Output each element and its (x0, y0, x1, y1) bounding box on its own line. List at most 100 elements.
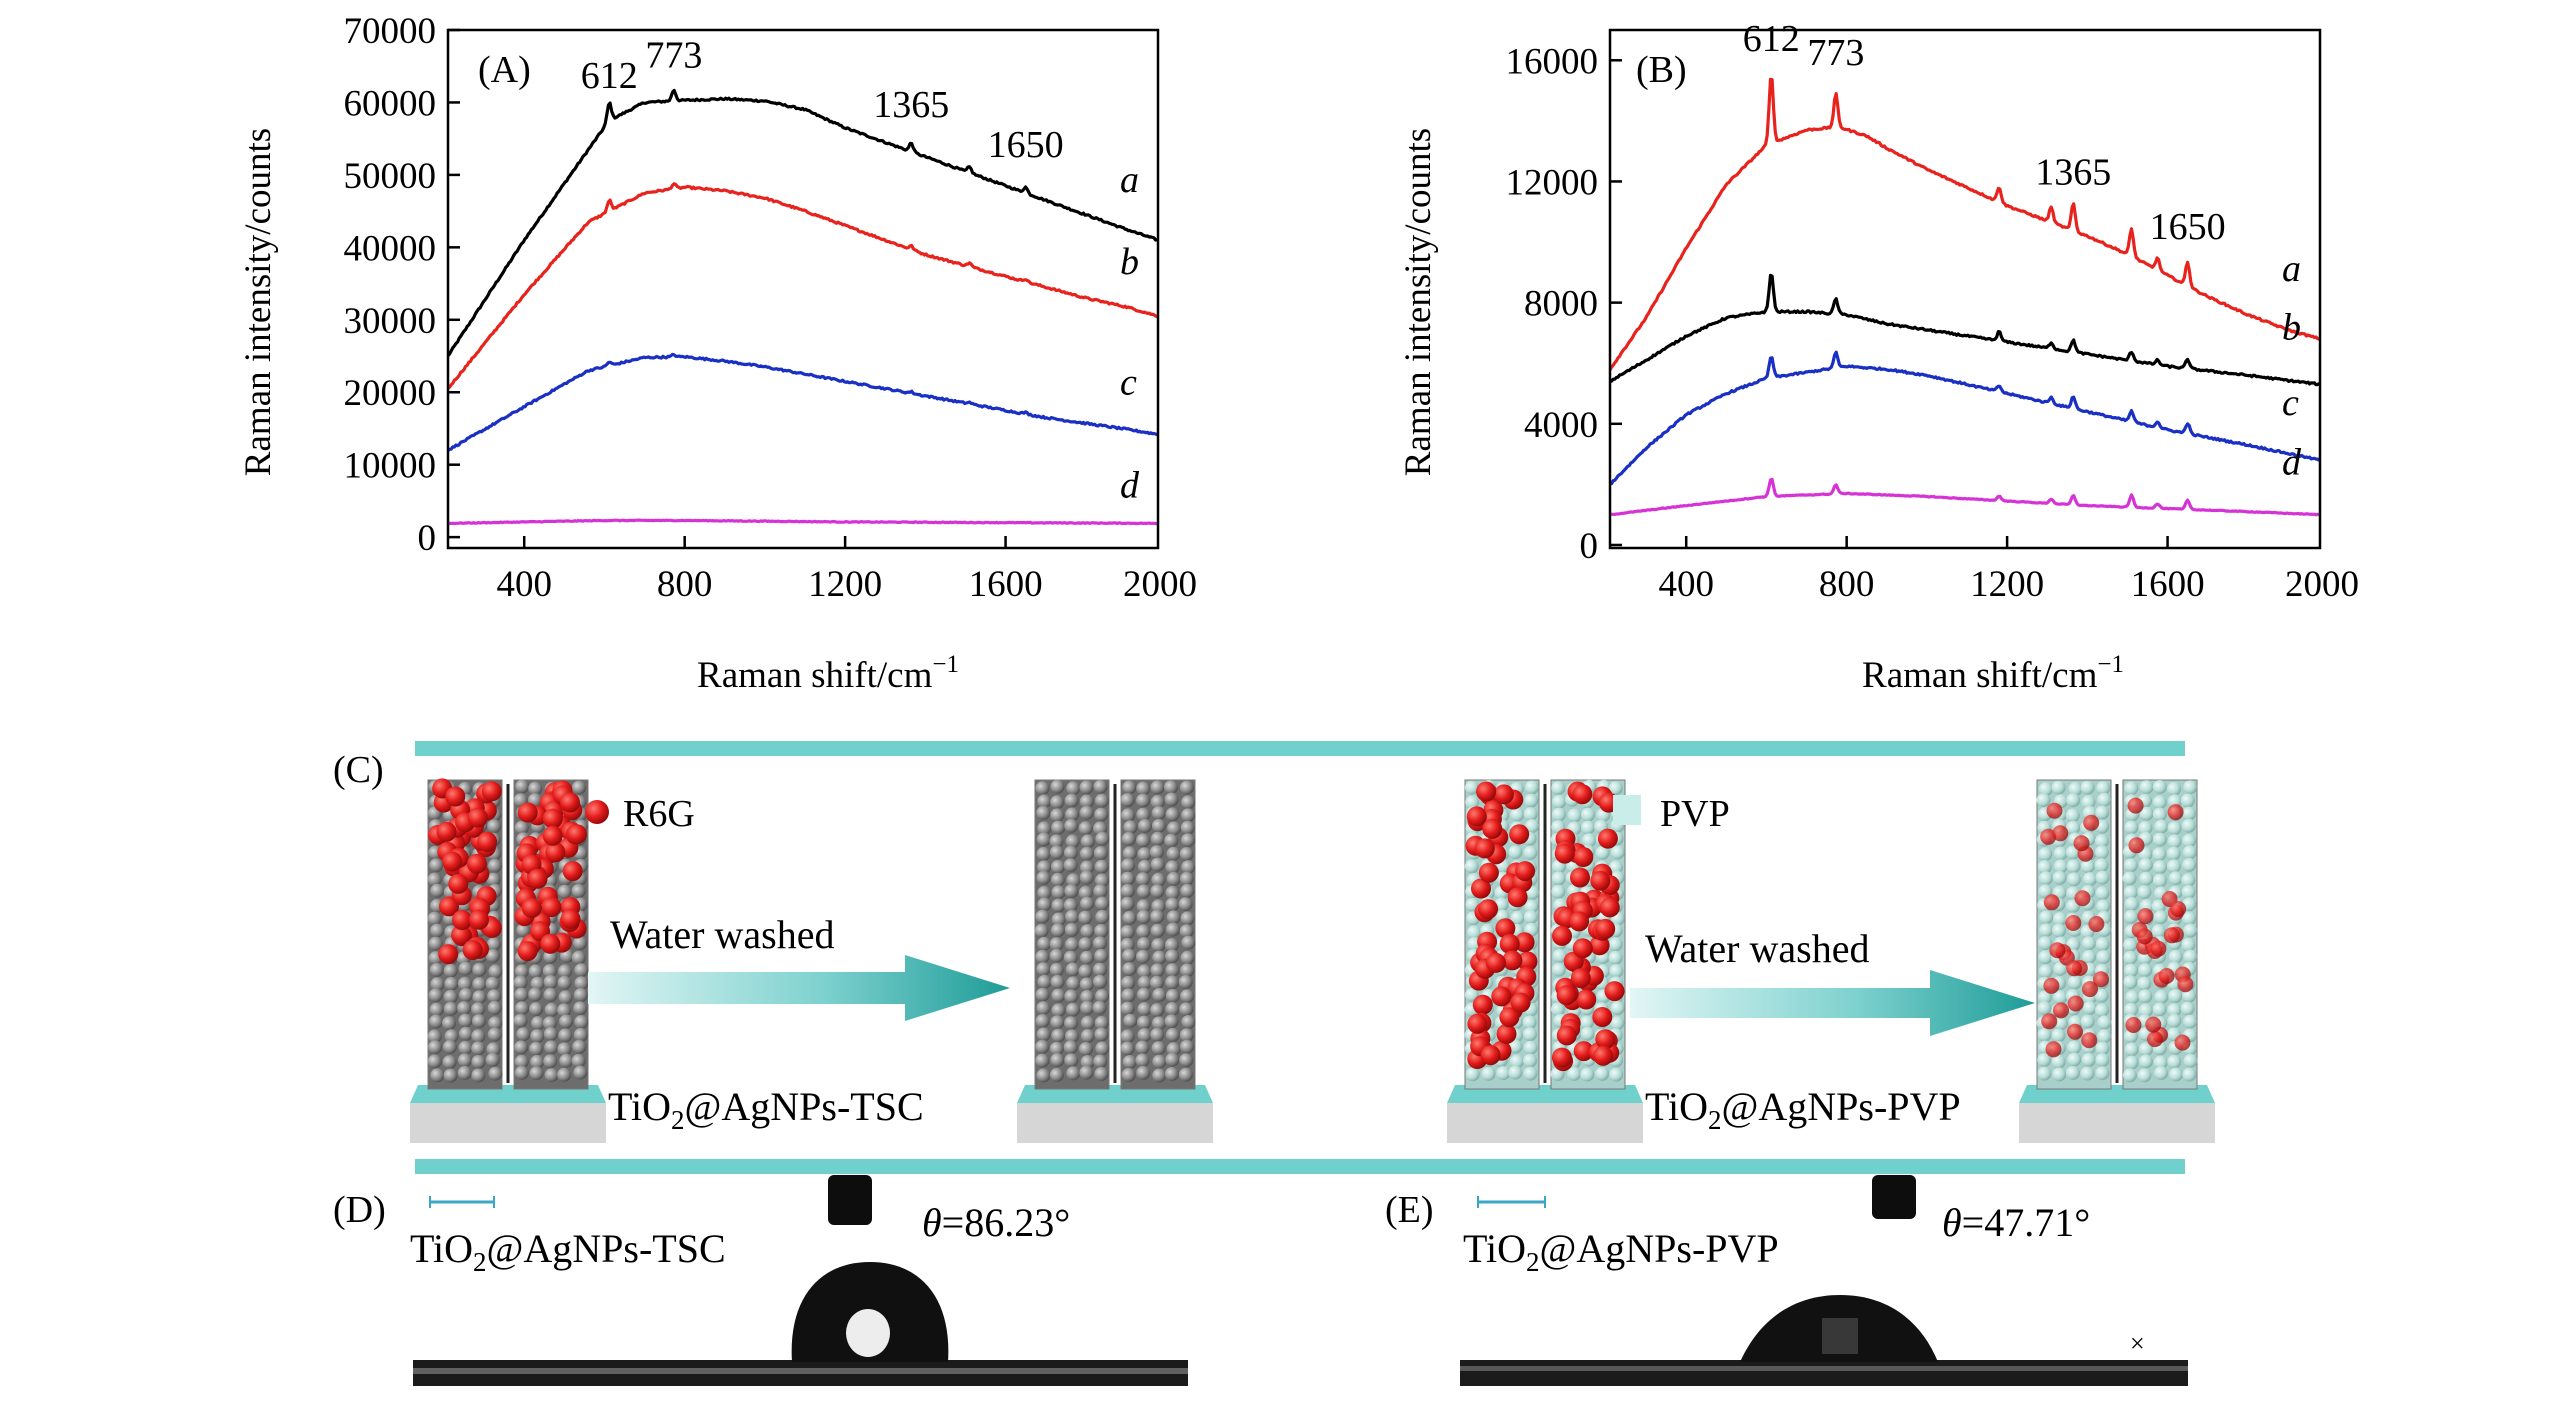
pillar-particle (1595, 1066, 1610, 1081)
pillar-particle (1036, 1068, 1051, 1083)
pillar-particle (2097, 1029, 2112, 1044)
pillar-particle (2053, 990, 2068, 1005)
pillar-particle (516, 1027, 531, 1042)
panel-e-label: (E) (1385, 1189, 1434, 1231)
pillar-particle (444, 976, 459, 991)
pillar-particle (2096, 781, 2111, 795)
pillar-particle (573, 936, 588, 950)
pillar-particle (2153, 910, 2168, 925)
series-line-c (446, 352, 1158, 452)
pillar-particle (1050, 808, 1065, 823)
pillar-particle (515, 1001, 530, 1016)
pillar-particle (1180, 820, 1195, 835)
pillar-particle (1551, 807, 1566, 822)
panel-d-needle (828, 1175, 872, 1225)
x-tick-label: 1200 (808, 564, 882, 605)
series-label-d: d (1120, 464, 1140, 506)
pillar-particle (1095, 909, 1110, 924)
pillar-particle (1121, 858, 1136, 873)
pillar-particle (1180, 989, 1195, 1004)
pillar-particle (458, 1013, 473, 1028)
pillar-particle (1137, 1028, 1152, 1042)
x-tick-label: 2000 (1123, 564, 1197, 605)
pillar-particle (2167, 1054, 2182, 1069)
r6g-molecule (2065, 915, 2082, 931)
pillar-particle (2095, 805, 2110, 820)
pillar-particle (1065, 834, 1080, 849)
pillar-particle (2051, 1028, 2066, 1043)
pillar-particle (1120, 884, 1135, 898)
chart-a-panel-label: (A) (478, 49, 531, 91)
pillar-particle (1166, 871, 1181, 886)
pillar-particle (2167, 821, 2182, 836)
pillar-particle (2152, 832, 2167, 847)
pillar-particle (488, 1016, 503, 1031)
r6g-molecule (1476, 781, 1497, 802)
pillar-particle (1063, 898, 1078, 913)
pillar-particle (543, 1027, 558, 1041)
pillar-particle (1510, 807, 1525, 822)
pillar-particle (1465, 1067, 1480, 1082)
pillar-particle (1165, 949, 1180, 964)
pillar-particle (1152, 1016, 1166, 1031)
pillar-particle (2181, 885, 2196, 899)
pillar-particle (557, 1042, 572, 1057)
pillar-particle (2094, 988, 2109, 1003)
peak-label: 1365 (2035, 151, 2111, 193)
pillar-particle (457, 1065, 472, 1080)
pillar-particle (1152, 1054, 1167, 1069)
r6g-molecule (1597, 828, 1618, 849)
r6g-molecule (1590, 870, 1611, 891)
pillar-particle (1523, 1027, 1537, 1042)
pillar-particle (544, 1068, 559, 1083)
pillars-tsc-before-wash (410, 778, 606, 1143)
pillar-particle (1049, 1041, 1064, 1056)
pillar-particle (443, 963, 458, 978)
r6g-legend-label: R6G (623, 793, 695, 835)
r6g-molecule (2066, 960, 2083, 977)
pillar-particle (1121, 808, 1136, 823)
pillar-particle (1181, 860, 1196, 875)
pillar-particle (1049, 1067, 1064, 1082)
r6g-molecule (2073, 835, 2090, 852)
pillar-particle (1066, 1066, 1081, 1081)
pillar-particle (1065, 962, 1080, 977)
pillar-particle (1179, 780, 1194, 795)
x-tick-label: 800 (1819, 564, 1875, 605)
pillar-particle (428, 1040, 443, 1055)
pillar-particle (1524, 793, 1539, 808)
r6g-molecule (2049, 942, 2066, 959)
pillar-particle (457, 976, 472, 991)
caption-tio2-agnps-tsc: TiO2@AgNPs-TSC (608, 1084, 924, 1135)
pillar-particle (1181, 808, 1196, 823)
pillar-particle (1035, 1014, 1050, 1028)
pillar-particle (1037, 860, 1052, 875)
pillar-particle (1080, 834, 1095, 849)
pillar-particle (1094, 948, 1109, 963)
r6g-molecule (2067, 1023, 2083, 1040)
series-label-a: a (2282, 248, 2301, 290)
pillar-particle (2097, 792, 2112, 807)
pillar-particle (471, 1068, 486, 1083)
pillar-particle (1150, 884, 1165, 899)
pillar-particle (1036, 1001, 1051, 1016)
pillar-particle (1066, 1002, 1080, 1017)
pillar-particle (1523, 1053, 1537, 1068)
pillar-particle (1095, 831, 1110, 846)
pillar-particle (485, 1052, 500, 1067)
pillar-particle (1051, 1003, 1066, 1018)
pillar-particle (1165, 1002, 1180, 1016)
pillar-particle (1095, 989, 1110, 1003)
pillar-particle (557, 884, 572, 899)
r6g-molecule (2040, 828, 2057, 845)
pillar-particle (2182, 1067, 2197, 1082)
pillar-particle (429, 962, 444, 977)
pillar-particle (1135, 1053, 1150, 1068)
r6g-molecule (1493, 784, 1514, 805)
r6g-molecule (2067, 995, 2084, 1012)
pillar-particle (571, 884, 586, 898)
pillar-particle (1165, 1027, 1180, 1042)
pillar-particle (2168, 871, 2183, 886)
pillar-particle (1610, 1016, 1625, 1031)
